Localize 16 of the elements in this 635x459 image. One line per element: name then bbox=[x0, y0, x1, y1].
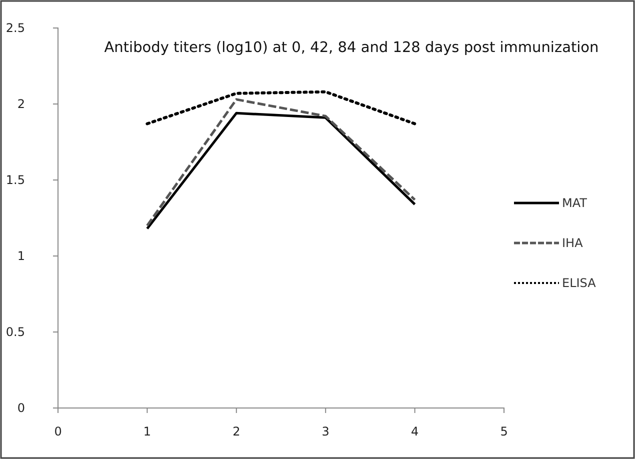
y-tick-label: 1.5 bbox=[6, 172, 25, 187]
y-tick-label: 0.5 bbox=[6, 324, 25, 339]
x-tick-label: 5 bbox=[500, 424, 508, 439]
y-tick-label: 2.5 bbox=[6, 20, 25, 35]
y-tick-label: 0 bbox=[17, 400, 25, 415]
x-tick-label: 3 bbox=[322, 424, 330, 439]
y-tick-label: 2 bbox=[17, 96, 25, 111]
legend-label: IHA bbox=[562, 236, 584, 250]
text: Antibody titers (log10) at 0, 42, 84 and 128 days post immunization bbox=[104, 40, 599, 56]
x-tick-label: 4 bbox=[410, 424, 419, 439]
x-tick-label: 0 bbox=[54, 424, 62, 439]
legend-label: ELISA bbox=[562, 276, 597, 290]
x-tick-label: 1 bbox=[143, 424, 152, 439]
y-tick-label: 1 bbox=[17, 248, 25, 263]
legend-label: MAT bbox=[562, 196, 588, 210]
x-tick-label: 2 bbox=[232, 424, 240, 439]
